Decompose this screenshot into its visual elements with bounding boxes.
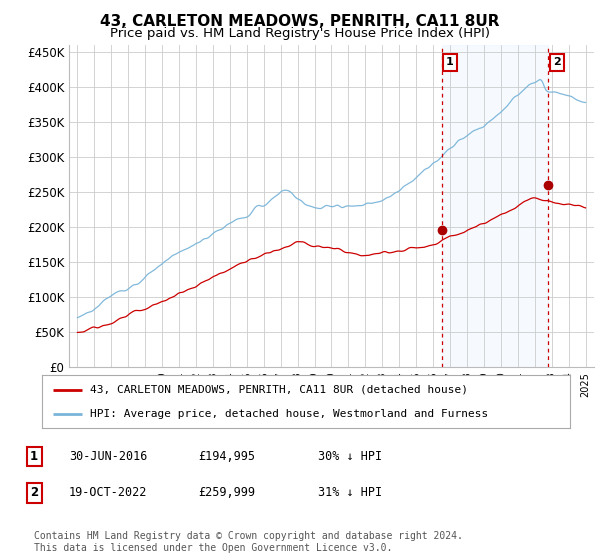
Text: HPI: Average price, detached house, Westmorland and Furness: HPI: Average price, detached house, West… [89, 409, 488, 419]
Bar [442, 45, 548, 367]
Text: Price paid vs. HM Land Registry's House Price Index (HPI): Price paid vs. HM Land Registry's House … [110, 27, 490, 40]
Text: 43, CARLETON MEADOWS, PENRITH, CA11 8UR: 43, CARLETON MEADOWS, PENRITH, CA11 8UR [100, 14, 500, 29]
Text: £259,999: £259,999 [198, 486, 255, 500]
Text: 43, CARLETON MEADOWS, PENRITH, CA11 8UR (detached house): 43, CARLETON MEADOWS, PENRITH, CA11 8UR … [89, 385, 467, 395]
Text: 19-OCT-2022: 19-OCT-2022 [69, 486, 148, 500]
Text: 30-JUN-2016: 30-JUN-2016 [69, 450, 148, 463]
Text: 2: 2 [553, 57, 560, 67]
Text: 1: 1 [30, 450, 38, 463]
Text: Contains HM Land Registry data © Crown copyright and database right 2024.
This d: Contains HM Land Registry data © Crown c… [34, 531, 463, 553]
Text: 31% ↓ HPI: 31% ↓ HPI [318, 486, 382, 500]
Text: 2: 2 [30, 486, 38, 500]
Text: 1: 1 [446, 57, 454, 67]
Text: 30% ↓ HPI: 30% ↓ HPI [318, 450, 382, 463]
Text: £194,995: £194,995 [198, 450, 255, 463]
